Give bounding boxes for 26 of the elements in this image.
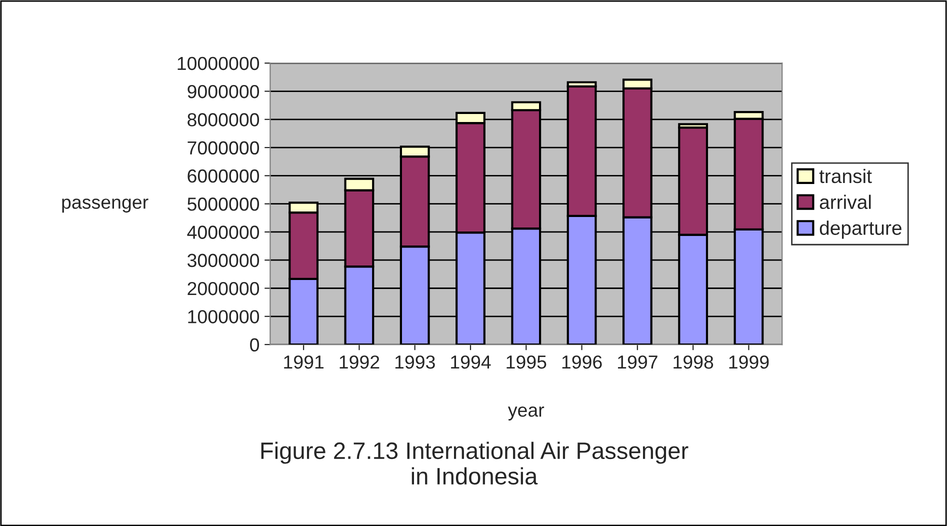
y-tick-label: 5000000 [188,198,260,211]
y-tick-label: 1000000 [188,310,260,324]
legend-label: arrival [820,194,871,210]
x-tick-label: 1999 [729,355,769,369]
y-tick-label: 9000000 [188,84,260,98]
x-tick-label: 1991 [284,355,324,369]
x-tick-label: 1997 [618,355,658,369]
y-tick-label: 0 [250,338,260,352]
y-tick-label: 8000000 [188,113,260,126]
legend-label: departure [820,220,902,239]
y-axis-title: passenger [62,198,148,213]
y-tick-label: 10000000 [178,56,260,70]
x-tick-label: 1998 [674,355,714,369]
x-axis-title: year [508,406,544,420]
x-tick-label: 1994 [451,355,491,369]
legend-label: transit [819,168,872,184]
x-tick-label: 1996 [562,355,602,369]
y-tick-label: 7000000 [188,141,260,155]
x-tick-label: 1992 [340,355,380,369]
x-tick-label: 1993 [395,355,435,369]
y-tick-label: 2000000 [188,282,260,296]
text: Figure 2.7.13 International Air Passenger in Indonesia [261,442,688,485]
y-tick-label: 6000000 [188,169,260,183]
y-tick-label: 4000000 [187,226,260,239]
x-tick-label: 1995 [506,355,546,369]
y-tick-label: 3000000 [187,254,260,268]
